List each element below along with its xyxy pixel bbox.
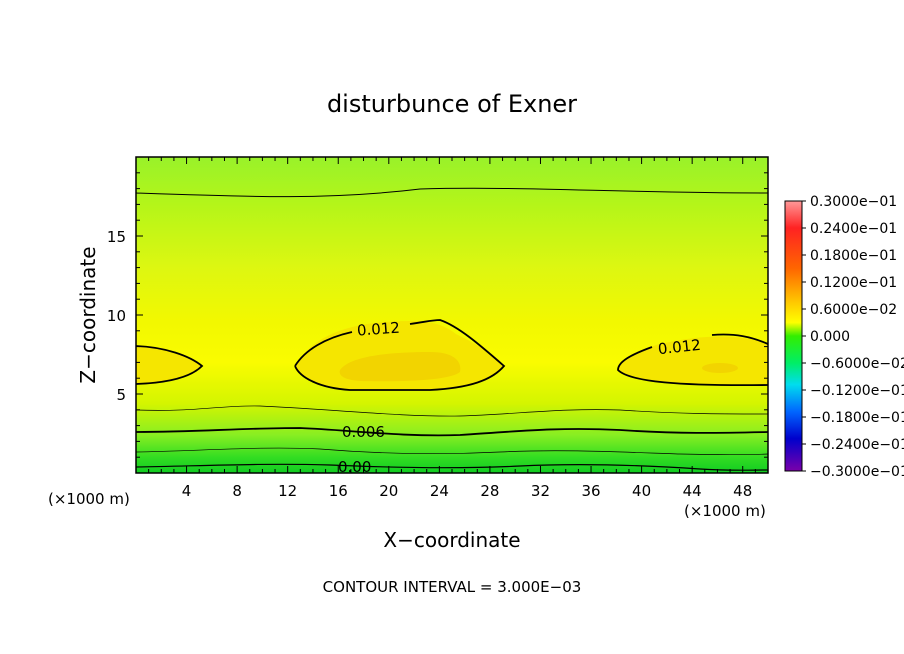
contour-line bbox=[135, 463, 769, 471]
colorbar-label: 0.6000e−02 bbox=[810, 302, 897, 318]
colorbar-label: 0.3000e−01 bbox=[810, 194, 897, 210]
colorbar-label: −0.2400e−01 bbox=[810, 437, 904, 453]
colorbar-label: −0.1200e−01 bbox=[810, 383, 904, 399]
contour-interval-note: CONTOUR INTERVAL = 3.000E−03 bbox=[323, 578, 582, 596]
contour-label: 0.012 bbox=[657, 336, 702, 358]
x-tick-label: 16 bbox=[329, 482, 348, 500]
colorbar-ticks bbox=[802, 200, 806, 472]
core-region-left bbox=[136, 346, 202, 384]
contour-line bbox=[135, 427, 769, 437]
colorbar-label: −0.1800e−01 bbox=[810, 410, 904, 426]
x-tick-label: 24 bbox=[430, 482, 449, 500]
x-tick-label: 48 bbox=[733, 482, 752, 500]
colorbar-label: 0.000 bbox=[810, 329, 850, 345]
core-inner-right bbox=[702, 363, 738, 373]
contour-label: 0.012 bbox=[356, 319, 400, 340]
contour-line bbox=[617, 333, 769, 387]
x-tick-label: 12 bbox=[278, 482, 297, 500]
field-background bbox=[136, 157, 768, 473]
contour-line bbox=[135, 447, 769, 456]
plot-area: 0.012 0.012 0.006 0.00 bbox=[135, 156, 769, 476]
y-tick-label: 5 bbox=[116, 386, 126, 404]
x-tick-label: 44 bbox=[683, 482, 702, 500]
contour-line bbox=[294, 319, 506, 391]
contour-lines bbox=[135, 187, 769, 471]
core-inner-center bbox=[339, 352, 461, 382]
y-tick-label: 15 bbox=[107, 228, 126, 246]
x-tick-label: 32 bbox=[531, 482, 550, 500]
contour-line bbox=[135, 187, 769, 198]
x-tick-label: 4 bbox=[182, 482, 192, 500]
x-tick-label: 8 bbox=[232, 482, 242, 500]
contour-label: 0.006 bbox=[342, 423, 385, 441]
colorbar bbox=[784, 200, 803, 472]
x-tick-label: 36 bbox=[581, 482, 600, 500]
contour-line bbox=[135, 345, 204, 385]
y-tick-labels: 5 10 15 bbox=[107, 228, 126, 404]
contour-line bbox=[135, 405, 769, 417]
x-tick-labels: 4 8 12 16 20 24 28 32 36 40 44 48 bbox=[182, 482, 752, 500]
colorbar-label: 0.2400e−01 bbox=[810, 221, 897, 237]
core-region-right bbox=[618, 336, 768, 386]
y-tick-label: 10 bbox=[107, 307, 126, 325]
y-axis-label: Z−coordinate bbox=[76, 246, 100, 383]
x-tick-label: 20 bbox=[379, 482, 398, 500]
colorbar-label: −0.3000e−01 bbox=[810, 464, 904, 480]
colorbar-labels: 0.3000e−01 0.2400e−01 0.1800e−01 0.1200e−01… bbox=[810, 194, 904, 480]
colorbar-label: 0.1800e−01 bbox=[810, 248, 897, 264]
x-axis-label: X−coordinate bbox=[383, 528, 520, 552]
colorbar-label: 0.1200e−01 bbox=[810, 275, 897, 291]
x-unit-right: (×1000 m) bbox=[684, 502, 766, 520]
x-tick-label: 40 bbox=[632, 482, 651, 500]
colorbar-label: −0.6000e−02 bbox=[810, 356, 904, 372]
x-tick-label: 28 bbox=[480, 482, 499, 500]
axis-ticks bbox=[136, 157, 768, 473]
chart-title: disturbunce of Exner bbox=[327, 90, 577, 118]
x-unit-left: (×1000 m) bbox=[48, 490, 130, 508]
